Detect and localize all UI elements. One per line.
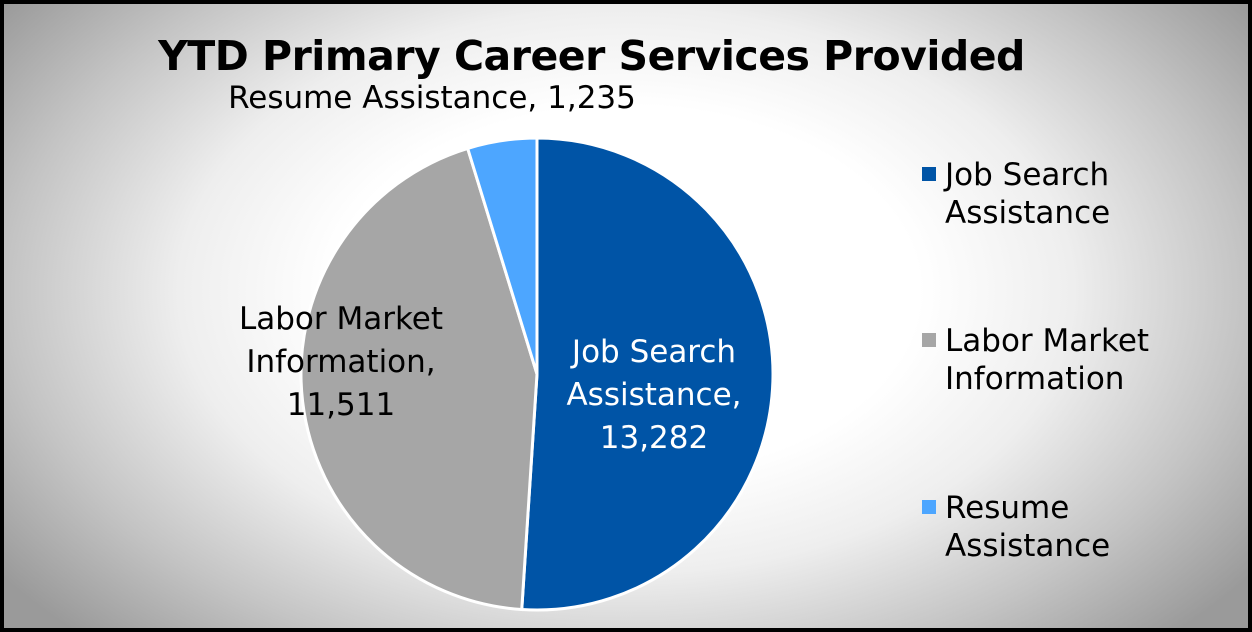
legend-item-job-search: Job Search Assistance bbox=[922, 156, 1242, 232]
legend-swatch-labor-market bbox=[922, 333, 936, 347]
legend-label-job-search: Job Search Assistance bbox=[945, 156, 1165, 232]
legend-label-line: Information bbox=[945, 361, 1125, 397]
legend-swatch-resume bbox=[922, 500, 936, 514]
legend-item-resume: Resume Assistance bbox=[922, 489, 1242, 565]
data-label-line: Labor Market bbox=[239, 301, 443, 337]
legend-label-labor-market: Labor Market Information bbox=[945, 322, 1165, 398]
pie-slice-job-search bbox=[520, 136, 775, 612]
data-label-line: Assistance, bbox=[566, 377, 741, 413]
legend-label-line: Assistance bbox=[945, 195, 1111, 231]
legend-label-line: Assistance bbox=[945, 528, 1111, 564]
legend-label-line: Resume bbox=[945, 490, 1070, 526]
chart-title: YTD Primary Career Services Provided bbox=[158, 32, 1025, 80]
data-label-line: 11,511 bbox=[287, 387, 395, 423]
legend-label-resume: Resume Assistance bbox=[945, 489, 1165, 565]
legend-item-labor-market: Labor Market Information bbox=[922, 322, 1242, 398]
data-label-labor-market: Labor Market Information, 11,511 bbox=[239, 301, 443, 423]
data-label-line: Resume Assistance, 1,235 bbox=[228, 80, 636, 116]
data-label-job-search: Job Search Assistance, 13,282 bbox=[566, 334, 741, 456]
pie-chart: Job Search Assistance, 13,282 Labor Market I… bbox=[228, 80, 775, 612]
legend-swatch-job-search bbox=[922, 167, 936, 181]
pie-slice-resume bbox=[465, 136, 539, 375]
data-label-line: Information, bbox=[246, 344, 435, 380]
legend-label-line: Job Search bbox=[945, 157, 1110, 193]
data-label-line: Job Search bbox=[570, 334, 736, 370]
data-label-line: 13,282 bbox=[600, 420, 708, 456]
legend-label-line: Labor Market bbox=[945, 323, 1150, 359]
pie-slice-labor-market bbox=[299, 146, 539, 612]
data-label-resume: Resume Assistance, 1,235 bbox=[228, 80, 636, 116]
